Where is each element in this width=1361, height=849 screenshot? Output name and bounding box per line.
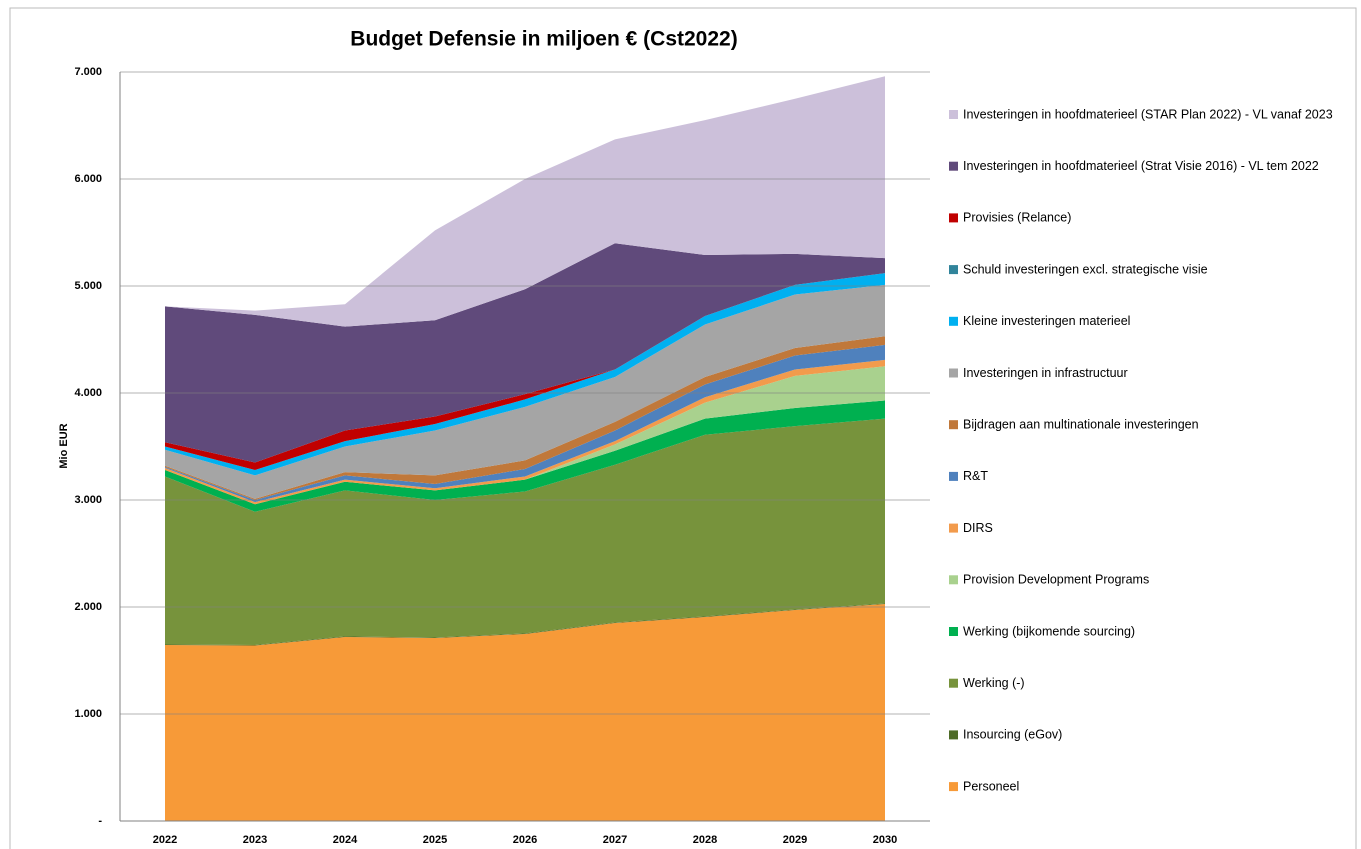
legend-swatch xyxy=(949,213,958,223)
legend-label: Investeringen in infrastructuur xyxy=(963,366,1128,380)
y-tick-label: 2.000 xyxy=(74,601,102,613)
legend-swatch xyxy=(949,161,958,171)
area xyxy=(165,273,885,476)
legend-label: Provisies (Relance) xyxy=(963,211,1071,225)
x-tick-label: 2022 xyxy=(153,834,177,846)
area xyxy=(165,604,885,821)
legend-label: Bijdragen aan multinationale investering… xyxy=(963,417,1199,431)
x-tick-label: 2026 xyxy=(513,834,537,846)
legend-label: DIRS xyxy=(963,521,993,535)
y-tick-label: 5.000 xyxy=(74,280,102,292)
legend-label: R&T xyxy=(963,469,988,483)
legend-swatch xyxy=(949,730,958,740)
area xyxy=(165,418,885,645)
legend-label: Personeel xyxy=(963,779,1019,793)
legend-swatch xyxy=(949,523,958,533)
legend-swatch xyxy=(949,420,958,430)
x-tick-label: 2029 xyxy=(783,834,807,846)
x-tick-label: 2024 xyxy=(333,834,358,846)
x-tick-label: 2028 xyxy=(693,834,717,846)
y-tick-label: - xyxy=(98,815,102,827)
area xyxy=(165,243,885,463)
legend-label: Investeringen in hoofdmaterieel (Strat V… xyxy=(963,159,1319,173)
y-tick-label: 3.000 xyxy=(74,494,102,506)
x-tick-label: 2030 xyxy=(873,834,897,846)
legend-swatch xyxy=(949,265,958,275)
legend-label: Investeringen in hoofdmaterieel (STAR Pl… xyxy=(963,107,1333,121)
area xyxy=(165,344,885,503)
area xyxy=(165,400,885,512)
chart-title: Budget Defensie in miljoen € (Cst2022) xyxy=(350,28,737,51)
legend-label: Insourcing (eGov) xyxy=(963,728,1062,742)
legend-swatch xyxy=(949,316,958,326)
legend-label: Provision Development Programs xyxy=(963,573,1149,587)
area xyxy=(165,366,885,505)
legend-swatch xyxy=(949,110,958,119)
chart-frame xyxy=(9,7,1357,849)
legend-swatch xyxy=(949,575,958,585)
y-tick-label: 7.000 xyxy=(74,66,102,78)
area xyxy=(165,336,885,500)
y-tick-label: 1.000 xyxy=(74,708,102,720)
legend-swatch xyxy=(949,368,958,378)
x-tick-label: 2025 xyxy=(423,834,447,846)
legend-swatch xyxy=(949,627,958,636)
x-tick-label: 2023 xyxy=(243,834,267,846)
y-tick-label: 6.000 xyxy=(74,173,102,185)
legend-swatch xyxy=(949,782,958,792)
x-tick-label: 2027 xyxy=(603,834,627,846)
area xyxy=(165,76,885,327)
legend-swatch xyxy=(949,471,958,481)
legend-label: Kleine investeringen materieel xyxy=(963,314,1130,328)
legend-swatch xyxy=(949,678,958,688)
legend-label: Werking (bijkomende sourcing) xyxy=(963,624,1135,638)
legend-label: Werking (-) xyxy=(963,676,1025,690)
y-axis-label: Mio EUR xyxy=(58,423,70,468)
area xyxy=(165,284,885,499)
y-tick-label: 4.000 xyxy=(74,387,102,399)
legend-label: Schuld investeringen excl. strategische … xyxy=(963,262,1208,276)
